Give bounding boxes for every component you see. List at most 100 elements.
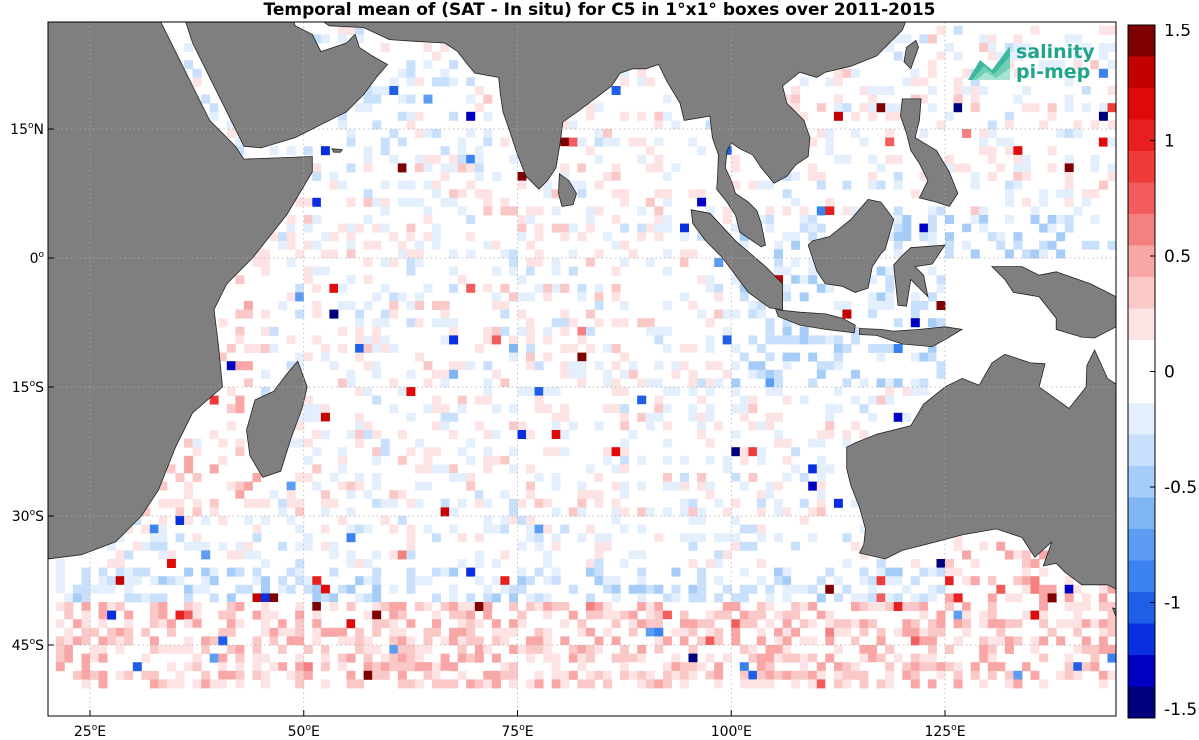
data-cell: [466, 361, 476, 371]
data-cell: [919, 653, 929, 663]
data-cell: [927, 318, 937, 328]
data-cell: [192, 507, 202, 517]
data-cell: [474, 679, 484, 689]
data-cell: [81, 576, 91, 586]
data-cell: [851, 602, 860, 611]
data-cell: [722, 369, 732, 379]
data-cell: [346, 404, 356, 414]
data-cell: [910, 344, 920, 353]
data-cell: [842, 215, 852, 224]
data-cell: [551, 593, 561, 603]
data-cell: [816, 464, 826, 474]
data-cell: [885, 137, 895, 147]
data-cell: [474, 498, 484, 508]
data-cell: [115, 559, 125, 568]
data-cell: [731, 516, 741, 525]
data-cell: [397, 146, 407, 156]
data-cell: [432, 318, 441, 328]
data-cell: [637, 567, 647, 577]
data-cell: [799, 636, 809, 646]
data-cell: [295, 309, 305, 319]
data-cell: [184, 455, 194, 465]
data-cell: [774, 670, 783, 680]
data-cell: [517, 172, 527, 181]
data-cell: [491, 593, 501, 603]
data-cell: [705, 559, 715, 568]
data-cell: [688, 593, 698, 603]
data-cell: [953, 163, 963, 173]
data-cell: [312, 197, 322, 207]
data-cell: [868, 172, 878, 181]
data-cell: [851, 507, 860, 517]
data-cell: [329, 387, 339, 396]
data-cell: [654, 137, 664, 147]
data-cell: [611, 266, 621, 276]
data-cell: [338, 283, 347, 293]
data-cell: [261, 481, 270, 491]
data-cell: [397, 215, 407, 224]
data-cell: [936, 369, 946, 379]
data-cell: [457, 309, 467, 319]
data-cell: [449, 619, 459, 629]
data-cell: [868, 619, 878, 629]
data-cell: [577, 662, 587, 672]
data-cell: [320, 412, 330, 422]
data-cell: [697, 516, 707, 525]
map-title: Temporal mean of (SAT - In situ) for C5 …: [263, 0, 936, 20]
data-cell: [423, 215, 433, 224]
tasmania-landmass: [1111, 607, 1116, 618]
data-cell: [560, 412, 570, 422]
data-cell: [637, 266, 647, 276]
data-cell: [919, 610, 929, 620]
data-cell: [500, 309, 510, 319]
data-cell: [543, 550, 553, 560]
data-cell: [919, 94, 929, 104]
data-cell: [517, 421, 527, 431]
data-cell: [893, 567, 903, 577]
data-cell: [389, 292, 399, 302]
data-cell: [397, 249, 407, 259]
data-cell: [500, 567, 510, 577]
data-cell: [81, 610, 91, 620]
data-cell: [799, 283, 809, 293]
new-guinea-landmass: [991, 266, 1116, 339]
data-cell: [457, 533, 467, 543]
data-cell: [662, 197, 672, 207]
data-cell: [372, 610, 382, 620]
data-cell: [218, 455, 228, 465]
data-cell: [406, 498, 416, 508]
data-cell: [765, 206, 775, 216]
data-cell: [833, 447, 843, 457]
data-cell: [680, 361, 689, 371]
data-cell: [218, 361, 228, 371]
data-cell: [551, 412, 561, 422]
data-cell: [98, 584, 108, 594]
data-cell: [1030, 154, 1040, 164]
data-cell: [1013, 232, 1023, 242]
data-cell: [346, 559, 356, 568]
data-cell: [517, 275, 527, 285]
data-cell: [184, 541, 194, 551]
data-cell: [329, 361, 339, 371]
data-cell: [577, 283, 587, 293]
data-cell: [269, 610, 279, 620]
data-cell: [312, 240, 322, 250]
data-cell: [697, 593, 707, 603]
data-cell: [149, 541, 159, 551]
data-cell: [466, 68, 476, 78]
data-cell: [833, 679, 843, 689]
data-cell: [859, 550, 869, 560]
data-cell: [312, 309, 322, 319]
data-cell: [996, 154, 1006, 164]
data-cell: [611, 584, 621, 594]
data-cell: [303, 223, 313, 233]
data-cell: [859, 378, 869, 388]
data-cell: [261, 258, 270, 267]
data-cell: [432, 404, 441, 414]
data-cell: [338, 584, 347, 594]
data-cell: [107, 645, 117, 654]
data-cell: [526, 576, 535, 586]
data-cell: [688, 189, 698, 199]
lesser-sunda-landmass: [859, 326, 964, 348]
data-cell: [406, 197, 416, 207]
